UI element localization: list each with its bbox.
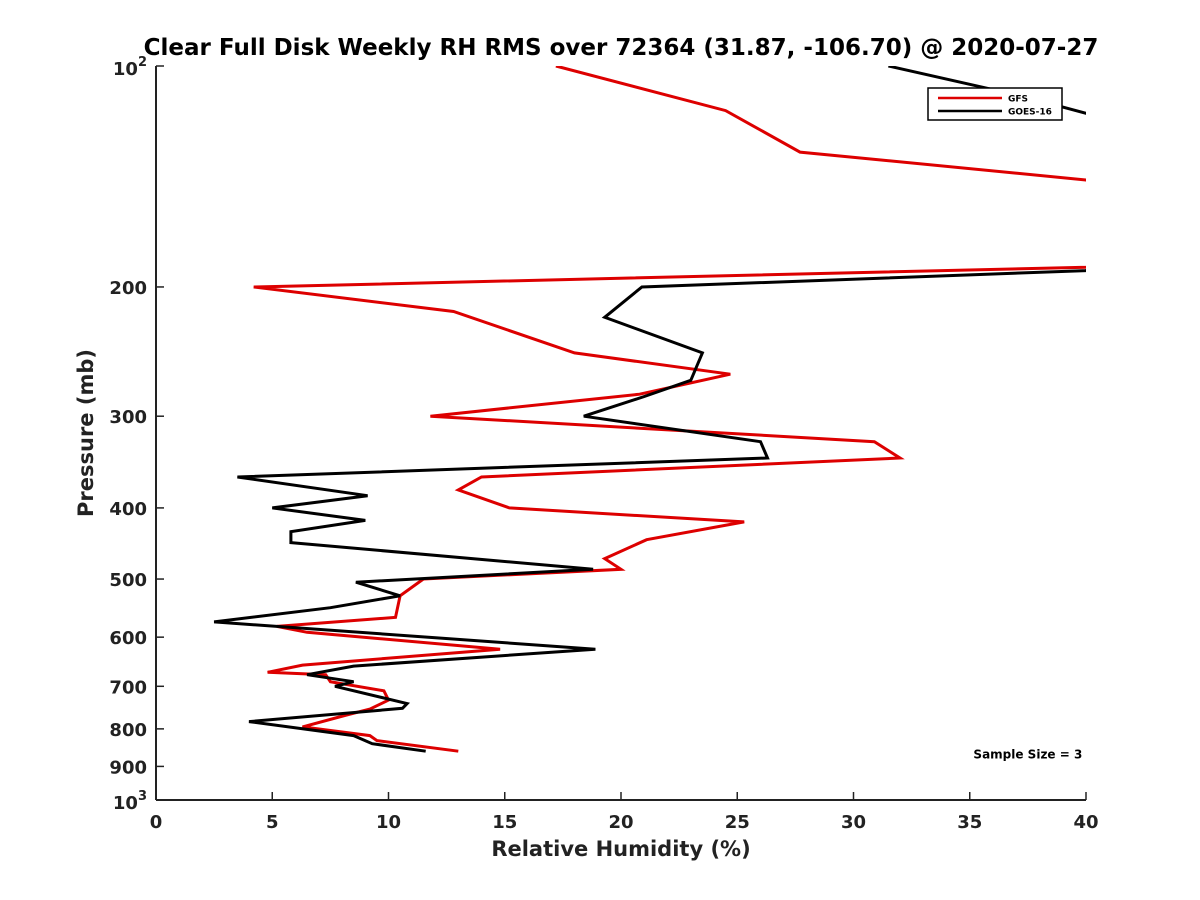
x-tick-label: 15 (492, 812, 517, 833)
y-tick-label: 102 (113, 55, 147, 80)
legend: GFS GOES-16 (927, 87, 1063, 121)
x-tick-label: 25 (725, 812, 750, 833)
x-tick-label: 30 (841, 812, 866, 833)
y-tick-label: 300 (109, 407, 147, 428)
y-tick-label: 103 (113, 789, 147, 814)
x-axis-label: Relative Humidity (%) (491, 837, 750, 861)
series-layer (213, 66, 1086, 753)
series-line-goes-16 (213, 66, 1086, 753)
legend-label-gfs: GFS (1008, 95, 1028, 105)
y-tick-label: 700 (109, 677, 147, 698)
x-tick-label: 35 (957, 812, 982, 833)
x-tick-label: 10 (376, 812, 401, 833)
x-tick-label: 40 (1073, 812, 1098, 833)
legend-box (927, 87, 1063, 121)
y-tick-label: 200 (109, 278, 147, 299)
annotations: Sample Size = 3 (973, 747, 1082, 761)
legend-label-goes-16: GOES-16 (1008, 108, 1052, 118)
y-tick-label: 900 (109, 757, 147, 778)
y-axis-label: Pressure (mb) (74, 349, 98, 517)
x-tick-label: 20 (608, 812, 633, 833)
y-tick-label: 400 (109, 499, 147, 520)
x-tick-label: 0 (150, 812, 163, 833)
annotation-sample-size: Sample Size = 3 (973, 747, 1082, 761)
y-tick-label: 500 (109, 570, 147, 591)
y-ticks: 102 200 300 400 500 600 700 800 900 103 (109, 55, 164, 814)
y-tick-label: 600 (109, 628, 147, 649)
axes-layer (155, 66, 1086, 801)
y-tick-label: 800 (109, 720, 147, 741)
chart-title: Clear Full Disk Weekly RH RMS over 72364… (144, 35, 1099, 61)
x-tick-label: 5 (266, 812, 279, 833)
series-line-gfs (253, 66, 1086, 753)
x-ticks: 0 5 10 15 20 25 30 35 40 (150, 792, 1099, 833)
